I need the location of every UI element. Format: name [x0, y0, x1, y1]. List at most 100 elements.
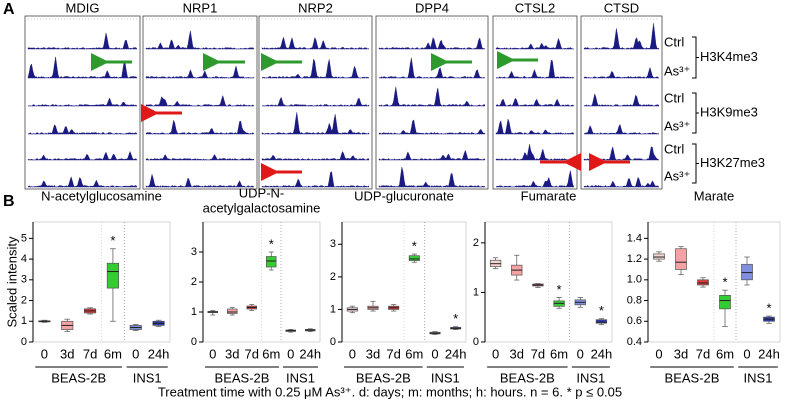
x-tick-label: 24h: [445, 346, 467, 361]
x-tick-label: 3d: [225, 346, 239, 361]
x-tick-label: 7d: [245, 346, 259, 361]
signal-track: [378, 119, 486, 135]
significance: *: [110, 233, 115, 248]
signal-track: [495, 97, 575, 107]
significance: *: [766, 301, 771, 316]
signal-track: [261, 112, 370, 135]
x-tick-label: 0: [655, 346, 662, 361]
x-tick-label: 3d: [60, 346, 74, 361]
signal-track: [261, 171, 370, 188]
y-tick-label: 1.2: [627, 253, 642, 265]
group-label: INS1: [431, 370, 460, 385]
signal-track: [378, 149, 486, 161]
box: [266, 256, 277, 268]
y-tick-label: 3: [330, 238, 336, 250]
x-tick-label: 0: [431, 346, 438, 361]
column-title: CTSD: [604, 0, 639, 15]
x-tick-label: 0: [41, 346, 48, 361]
x-tick-label: 7d: [83, 346, 97, 361]
y-tick-label: 3: [191, 246, 197, 258]
group-label: BEAS-2B: [215, 370, 270, 385]
box: [408, 255, 420, 261]
panel-label: A: [3, 1, 15, 18]
y-tick-label: 0: [191, 336, 197, 348]
signal-track: [495, 144, 575, 161]
box: [653, 253, 665, 260]
y-tick-label: 2: [21, 294, 27, 306]
chart-title: UDP-glucuronate: [354, 188, 454, 203]
y-tick-label: 2: [330, 271, 336, 283]
column-title: DPP4: [415, 0, 449, 15]
box: [675, 248, 687, 270]
signal-track: [378, 57, 486, 79]
signal-track: [378, 166, 486, 188]
x-tick-label: 7d: [386, 346, 400, 361]
x-tick-label: 6m: [550, 346, 568, 361]
box: [741, 263, 753, 281]
x-tick-label: 3d: [510, 346, 524, 361]
signal-track: [261, 58, 370, 79]
y-tick-label: 2: [473, 237, 479, 249]
x-tick-label: 3d: [674, 346, 688, 361]
significance: *: [557, 282, 562, 297]
bracket: [692, 143, 699, 184]
group-label: BEAS-2B: [51, 370, 106, 385]
condition-label: Ctrl: [664, 141, 684, 156]
y-tick-label: 2: [191, 276, 197, 288]
box: [106, 262, 119, 289]
x-tick-label: 6m: [405, 346, 423, 361]
signal-track: [378, 37, 486, 50]
box: [697, 279, 709, 286]
panel-label: B: [3, 193, 15, 210]
chart-title: acetylgalactosamine: [203, 200, 321, 215]
y-axis-label: Scaled intensity: [4, 236, 19, 328]
signal-track: [261, 151, 370, 161]
histone-mark: H3K4me3: [700, 49, 758, 64]
signal-track: [145, 173, 255, 188]
x-tick-label: 0: [209, 346, 216, 361]
box: [227, 308, 238, 314]
y-tick-label: 3: [21, 274, 27, 286]
x-tick-label: 24h: [148, 346, 170, 361]
group-label: BEAS-2B: [500, 370, 555, 385]
y-tick-label: 1: [330, 303, 336, 315]
box: [595, 319, 608, 324]
chart-title: N-acetylglucosamine: [41, 188, 162, 203]
signal-track: [261, 36, 370, 50]
signal-track: [583, 176, 660, 188]
signal-track: [27, 97, 138, 107]
significance: *: [453, 311, 458, 326]
signal-track: [261, 96, 370, 107]
y-tick-label: 0.8: [627, 294, 642, 306]
signal-track: [495, 59, 575, 79]
x-tick-label: 6m: [104, 346, 122, 361]
x-tick-label: 0: [287, 346, 294, 361]
column-title: CTSL2: [515, 0, 555, 15]
histone-mark: H3K27me3: [700, 155, 765, 170]
y-tick-label: 0.4: [627, 336, 642, 348]
y-tick-label: 1: [191, 306, 197, 318]
condition-label: As³⁺: [664, 168, 690, 183]
x-tick-label: 24h: [758, 346, 780, 361]
condition-label: Ctrl: [664, 34, 684, 49]
x-tick-label: 6m: [716, 346, 734, 361]
group-label: BEAS-2B: [356, 370, 411, 385]
group-label: INS1: [744, 370, 773, 385]
group-label: INS1: [576, 370, 605, 385]
significance: *: [269, 236, 274, 251]
signal-track: [583, 66, 660, 79]
x-tick-label: 7d: [531, 346, 545, 361]
condition-label: As³⁺: [664, 63, 690, 78]
x-tick-label: 0: [492, 346, 499, 361]
chart-title: UDP-N-: [239, 185, 285, 200]
x-tick-label: 3d: [366, 346, 380, 361]
group-label: INS1: [133, 370, 162, 385]
y-tick-label: 1.4: [627, 232, 642, 244]
x-tick-label: 7d: [696, 346, 710, 361]
y-tick-label: 1: [21, 315, 27, 327]
y-tick-label: 1.0: [627, 274, 642, 286]
x-tick-label: 0: [349, 346, 356, 361]
signal-track: [145, 65, 255, 79]
